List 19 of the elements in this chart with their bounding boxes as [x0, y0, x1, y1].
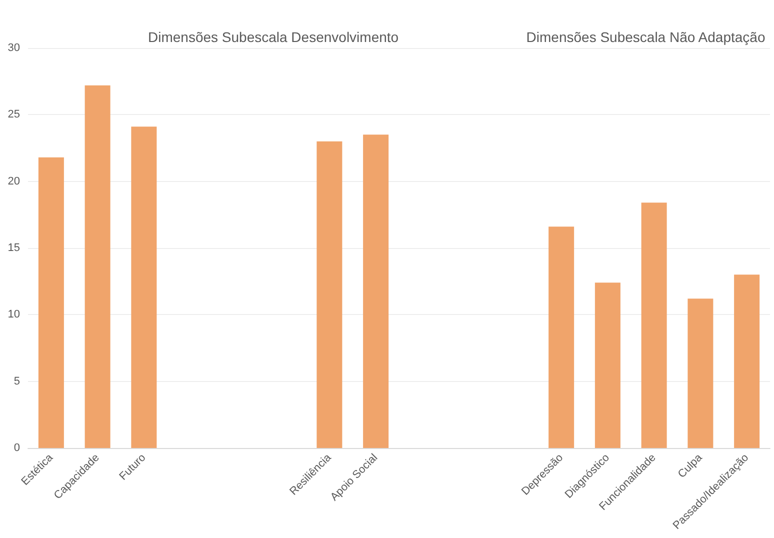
bar — [594, 282, 620, 448]
y-tick-label: 10 — [8, 308, 20, 321]
bar — [734, 274, 760, 448]
bar — [688, 298, 714, 448]
bar — [548, 226, 574, 448]
bar — [131, 126, 157, 448]
text: Dimensões Subescala Não Adaptação — [526, 29, 766, 45]
bar — [84, 85, 110, 448]
bar — [641, 202, 667, 448]
y-tick-label: 20 — [8, 175, 20, 188]
text: Dimensões Subescala Desenvolvimento — [148, 29, 399, 45]
y-tick-label: 30 — [8, 42, 20, 54]
bar — [316, 141, 342, 448]
y-tick-label: 5 — [14, 375, 20, 388]
y-tick-label: 0 — [14, 442, 20, 454]
bar — [363, 134, 389, 448]
y-tick-label: 25 — [8, 108, 20, 121]
bar — [38, 157, 64, 448]
y-tick-label: 15 — [8, 242, 20, 254]
